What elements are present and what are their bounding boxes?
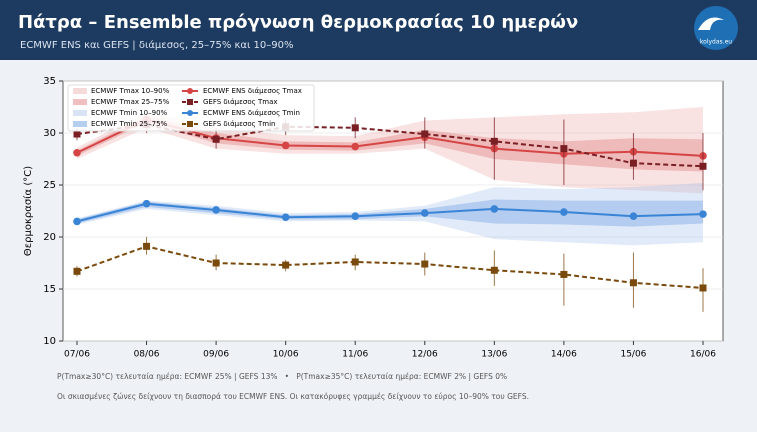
marker: [351, 258, 359, 266]
legend-marker: [187, 121, 193, 127]
legend-label: ECMWF ENS διάμεσος Tmin: [203, 109, 300, 117]
note: P(Tmax≥30°C) τελευταία ημέρα: ECMWF 25% …: [57, 372, 507, 381]
x-tick-label: 13/06: [481, 350, 507, 360]
legend-label: GEFS διάμεσος Tmax: [203, 98, 278, 106]
marker: [142, 199, 151, 208]
subtitle: ECMWF ENS και GEFS | διάμεσος, 25–75% κα…: [20, 39, 294, 51]
marker: [212, 259, 220, 267]
marker: [212, 206, 220, 214]
y-tick-label: 35: [43, 76, 56, 87]
marker: [73, 267, 81, 275]
y-tick-label: 30: [43, 128, 56, 139]
legend-marker: [187, 99, 193, 105]
band: [77, 107, 703, 194]
legend-label: ECMWF ENS διάμεσος Tmax: [203, 87, 302, 95]
marker: [699, 210, 707, 218]
legend-label: ECMWF Tmax 25–75%: [91, 98, 170, 106]
marker: [629, 159, 637, 167]
x-tick-label: 08/06: [134, 350, 160, 360]
x-tick-label: 15/06: [620, 350, 646, 360]
series-line: [76, 123, 704, 168]
marker: [420, 209, 429, 217]
marker: [560, 145, 568, 153]
legend-swatch: [73, 99, 87, 105]
legend-label: GEFS διάμεσος Tmin: [203, 120, 275, 128]
logo-text: kolydas.eu: [700, 39, 732, 46]
legend: ECMWF Tmax 10–90% ECMWF Tmax 25–75% ECMWF …: [67, 84, 315, 132]
note: Οι σκιασμένες ζώνες δείχνουν τη διασπορά…: [57, 392, 529, 401]
series-line: [76, 245, 704, 289]
legend-label: ECMWF Tmin 10–90%: [91, 109, 168, 117]
marker: [73, 148, 81, 157]
marker: [490, 266, 498, 274]
marker: [490, 137, 498, 145]
marker: [281, 141, 290, 150]
marker: [629, 279, 637, 287]
x-tick-label: 10/06: [273, 350, 299, 360]
x-tick-label: 11/06: [342, 350, 368, 360]
marker: [282, 261, 290, 269]
marker: [490, 205, 499, 213]
x-tick-label: 16/06: [690, 350, 716, 360]
title: Πάτρα – Ensemble πρόγνωση θερμοκρασίας 1…: [18, 12, 578, 33]
y-tick-label: 10: [43, 336, 56, 347]
header-bar: [0, 0, 757, 60]
legend-swatch: [73, 121, 87, 127]
marker: [73, 217, 81, 226]
x-tick-label: 07/06: [64, 350, 90, 360]
marker: [560, 270, 568, 278]
legend-box: [67, 84, 315, 132]
marker: [351, 124, 359, 132]
x-tick-label: 09/06: [203, 350, 229, 360]
marker: [73, 130, 81, 138]
marker: [629, 212, 638, 220]
x-tick-label: 14/06: [551, 350, 577, 360]
legend-swatch: [73, 88, 87, 94]
x-tick-label: 12/06: [412, 350, 438, 360]
marker: [699, 284, 707, 292]
y-tick-label: 15: [43, 284, 56, 295]
legend-label: ECMWF Tmax 10–90%: [91, 87, 170, 95]
band: [77, 115, 703, 172]
marker: [421, 130, 429, 138]
marker: [699, 162, 707, 170]
logo-wave: [698, 17, 724, 30]
legend-label: ECMWF Tmin 25–75%: [91, 120, 168, 128]
legend-marker: [187, 88, 193, 94]
marker: [421, 260, 429, 268]
y-axis-label: Θερμοκρασία (°C): [22, 166, 34, 256]
marker: [143, 242, 151, 250]
series-line: [76, 202, 704, 223]
marker: [560, 208, 568, 216]
y-tick-label: 25: [43, 180, 56, 191]
logo: [694, 6, 738, 50]
legend-marker: [187, 110, 193, 116]
y-tick-label: 20: [43, 232, 56, 243]
marker: [351, 142, 360, 151]
legend-swatch: [73, 110, 87, 116]
marker: [212, 135, 220, 143]
marker: [351, 212, 360, 220]
band: [77, 199, 703, 227]
marker: [281, 213, 290, 222]
